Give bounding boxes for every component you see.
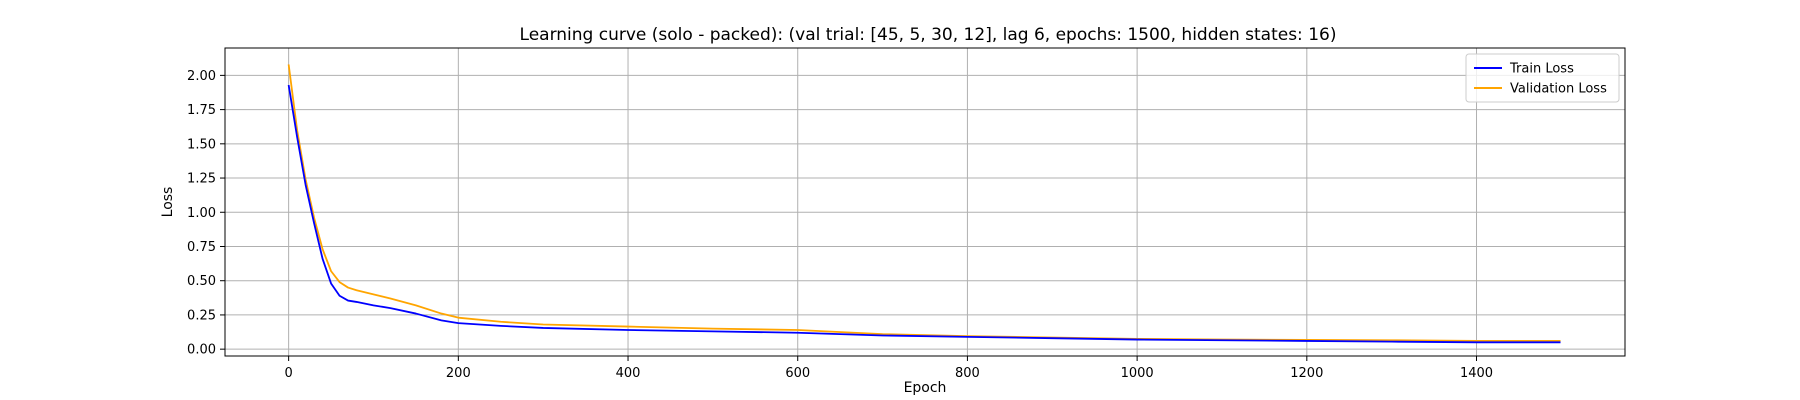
y-tick-label: 2.00 bbox=[187, 69, 216, 84]
x-tick-label: 1200 bbox=[1290, 366, 1323, 381]
y-tick-label: 0.25 bbox=[187, 308, 216, 323]
series-line-train-loss bbox=[287, 84, 1561, 344]
x-tick-label: 0 bbox=[284, 366, 292, 381]
legend-label-train-loss: Train Loss bbox=[1509, 62, 1574, 77]
y-tick-label: 1.25 bbox=[187, 172, 216, 187]
series-layer bbox=[287, 64, 1561, 344]
x-tick-label: 200 bbox=[446, 366, 471, 381]
x-tick-label: 400 bbox=[616, 366, 641, 381]
grid bbox=[225, 48, 1625, 356]
y-tick-label: 1.00 bbox=[187, 206, 216, 221]
y-tick-label: 1.75 bbox=[187, 103, 216, 118]
y-tick-label: 0.50 bbox=[187, 274, 216, 289]
x-tick-label: 1400 bbox=[1460, 366, 1493, 381]
x-tick-label: 1000 bbox=[1121, 366, 1154, 381]
x-axis-title: Epoch bbox=[904, 380, 947, 396]
y-tick-label: 0.75 bbox=[187, 240, 216, 255]
plot-frame bbox=[224, 47, 1626, 357]
y-tick-label: 1.50 bbox=[187, 137, 216, 152]
y-axis-title: Loss bbox=[160, 187, 176, 218]
legend: Train Loss Validation Loss bbox=[1465, 53, 1620, 103]
x-tick-label: 800 bbox=[955, 366, 980, 381]
chart-title: Learning curve (solo - packed): (val tri… bbox=[520, 25, 1337, 45]
y-tick-label: 0.00 bbox=[187, 343, 216, 358]
x-tick-label: 600 bbox=[785, 366, 810, 381]
legend-box bbox=[1465, 53, 1620, 103]
legend-label-validation-loss: Validation Loss bbox=[1510, 82, 1607, 97]
axis-ticks: 0 200 400 600 800 1000 1200 1400 0.00 0.25 0.50 0.7… bbox=[187, 69, 1493, 381]
